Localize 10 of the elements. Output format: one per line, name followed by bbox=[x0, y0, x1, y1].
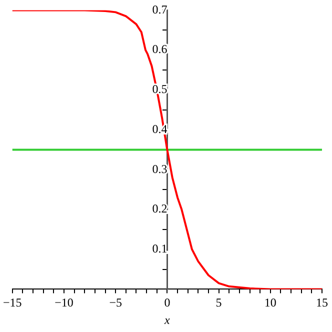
x-tick-label: 5 bbox=[216, 296, 222, 310]
x-tick-label: 15 bbox=[316, 296, 328, 310]
x-tick-label: −10 bbox=[54, 296, 74, 310]
y-tick-label: 0.7 bbox=[152, 2, 168, 16]
x-tick-label: 0 bbox=[164, 296, 170, 310]
x-axis-title: x bbox=[164, 312, 171, 327]
x-tick-label: −5 bbox=[109, 296, 122, 310]
x-tick-label: 10 bbox=[264, 296, 276, 310]
y-tick-label: 0.1 bbox=[152, 242, 168, 256]
x-tick-label: −15 bbox=[2, 296, 22, 310]
